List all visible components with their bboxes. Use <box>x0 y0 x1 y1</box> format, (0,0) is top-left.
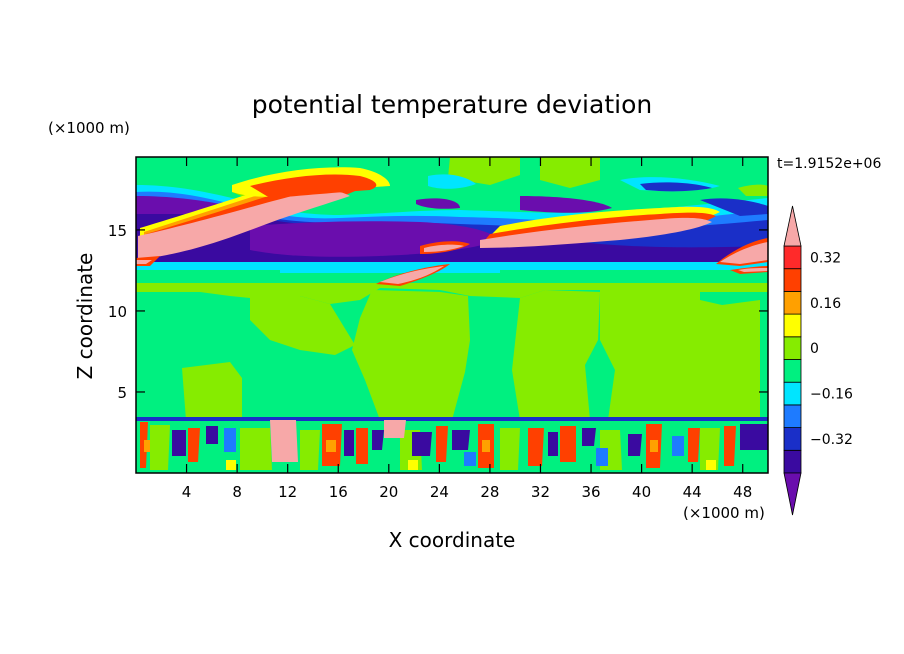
colorbar-tick-label: −0.16 <box>810 387 853 403</box>
y-axis-ticks: 5 10 15 <box>108 222 768 402</box>
colorbar-box <box>783 336 802 360</box>
chart-title: potential temperature deviation <box>252 90 652 119</box>
x-tick-label: 28 <box>480 483 499 501</box>
colorbar-box <box>783 313 802 338</box>
x-tick-label: 36 <box>581 483 600 501</box>
x-tick-label: 24 <box>430 483 449 501</box>
y-tick-label: 10 <box>108 303 127 321</box>
colorbar-box <box>783 449 802 474</box>
colorbar-box <box>783 404 802 428</box>
cyan-strip <box>136 262 768 270</box>
contour-field <box>136 157 768 473</box>
x-axis-label: X coordinate <box>389 528 516 552</box>
x-tick-label: 32 <box>531 483 550 501</box>
colorbar-tick-label: 0.16 <box>810 296 841 312</box>
x-tick-label: 12 <box>278 483 297 501</box>
x-tick-label: 44 <box>683 483 702 501</box>
colorbar-box <box>783 381 802 406</box>
colorbar-box <box>783 359 802 383</box>
boundary-layer <box>136 417 768 473</box>
colorbar-box <box>783 290 802 315</box>
plot-frame <box>135 156 769 474</box>
y-tick-label: 15 <box>108 222 127 240</box>
colorbar-box <box>783 245 802 270</box>
y-tick-label: 5 <box>117 384 127 402</box>
x-tick-label: 4 <box>182 483 192 501</box>
x-axis-ticks: 4 8 12 16 20 24 28 32 36 40 44 48 <box>182 157 752 501</box>
y-axis-label: Z coordinate <box>73 253 97 380</box>
colorbar-lower-triangle <box>783 472 802 516</box>
colorbar-tick-label: −0.32 <box>810 432 853 448</box>
x-tick-label: 40 <box>632 483 651 501</box>
colorbar: 0.32 0.16 0 −0.16 −0.32 <box>783 205 853 516</box>
light-green-regions <box>136 157 768 420</box>
colorbar-tick-label: 0 <box>810 341 819 357</box>
y-unit-label: (×1000 m) <box>48 119 130 137</box>
time-label: t=1.9152e+06 <box>777 156 881 172</box>
colorbar-upper-triangle <box>783 205 802 247</box>
colorbar-box <box>783 427 802 451</box>
colorbar-tick-label: 0.32 <box>810 250 841 266</box>
x-tick-label: 48 <box>733 483 752 501</box>
x-tick-label: 20 <box>379 483 398 501</box>
x-unit-label: (×1000 m) <box>683 504 765 522</box>
x-tick-label: 8 <box>232 483 242 501</box>
colorbar-box <box>783 268 802 292</box>
cyan-thin-line <box>280 270 500 273</box>
x-tick-label: 16 <box>329 483 348 501</box>
stratosphere-patches <box>232 167 768 216</box>
